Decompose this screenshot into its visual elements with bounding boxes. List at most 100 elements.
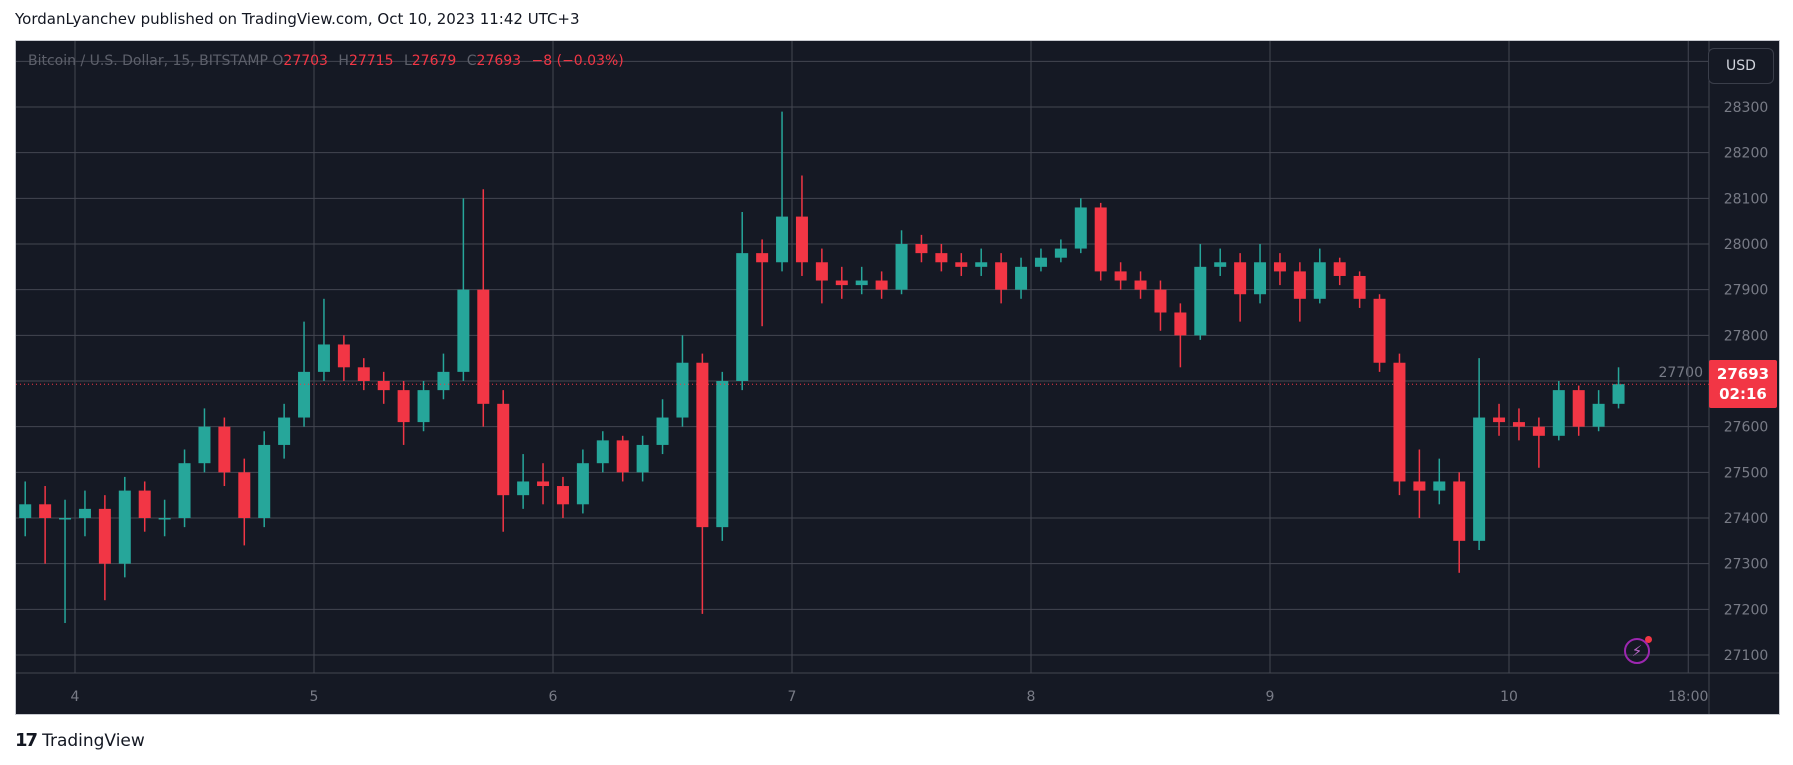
currency-button[interactable]: USD	[1708, 48, 1774, 84]
candle-down	[1512, 422, 1525, 427]
candle-down	[875, 280, 888, 290]
candle-up	[118, 490, 131, 564]
last-price: 27693	[1716, 365, 1770, 384]
candle-up	[78, 508, 91, 518]
candle-down	[696, 362, 709, 528]
candle-down	[1532, 426, 1545, 436]
bar-countdown: 02:16	[1719, 385, 1767, 404]
footer-brand: 17 TradingView	[15, 730, 145, 751]
close-value: 27693	[476, 53, 522, 69]
price-tick-label: 28200	[1724, 146, 1769, 162]
candle-down	[1373, 298, 1386, 363]
candle-down	[138, 490, 151, 518]
candle-down	[357, 367, 370, 381]
candle-down	[756, 253, 769, 263]
candle-down	[1154, 289, 1167, 313]
candle-down	[1572, 390, 1585, 427]
candle-up	[1254, 262, 1267, 295]
candle-down	[477, 289, 490, 404]
candle-down	[218, 426, 231, 473]
candle-up	[855, 280, 868, 286]
candle-down	[537, 481, 550, 487]
symbol-title: Bitcoin / U.S. Dollar, 15, BITSTAMP	[28, 53, 268, 69]
price-tick-label: 27900	[1724, 283, 1769, 299]
candle-down	[955, 262, 968, 267]
candle-down	[39, 504, 52, 518]
candle-up	[19, 504, 32, 518]
candle-up	[895, 244, 908, 290]
candle-down	[616, 440, 629, 473]
high-label: H	[338, 53, 349, 69]
candle-down	[915, 244, 928, 254]
candle-up	[776, 216, 789, 263]
candle-down	[1493, 417, 1506, 423]
candle-up	[437, 371, 450, 391]
chart-canvas[interactable]: 27100 27200 27300 27400 27500 27600 27700 27800…	[16, 41, 1780, 715]
candle-up	[636, 444, 649, 473]
candle-up	[596, 440, 609, 464]
candle-up	[417, 390, 430, 423]
publish-info: YordanLyanchev published on TradingView.…	[15, 10, 580, 28]
time-tick-label: 6	[549, 689, 558, 705]
candle-up	[1592, 403, 1605, 427]
candle-up	[1194, 266, 1207, 336]
candle-down	[1393, 362, 1406, 482]
price-tick-label: 28100	[1724, 191, 1769, 207]
close-label: C	[466, 53, 477, 69]
candlestick-chart[interactable]: 27100 27200 27300 27400 27500 27600 27700 27800…	[15, 40, 1780, 715]
candle-up	[1552, 390, 1565, 436]
candle-down	[1094, 207, 1107, 272]
footer-logo-text: TradingView	[42, 730, 145, 751]
lightning-bolt-icon[interactable]: ⚡	[1624, 636, 1652, 664]
low-value: 27679	[411, 53, 457, 69]
candle-up	[1473, 417, 1486, 541]
open-label: O	[272, 53, 284, 69]
candle-down	[795, 216, 808, 263]
candle-up	[1214, 262, 1227, 267]
candle-down	[337, 344, 350, 368]
candle-up	[1313, 262, 1326, 299]
candle-down	[98, 508, 111, 564]
time-tick-label: 4	[71, 689, 80, 705]
price-tick-label: 27600	[1724, 420, 1769, 436]
candle-up	[576, 463, 589, 505]
candle-up	[1612, 384, 1625, 404]
price-tick-label: 27400	[1724, 511, 1769, 527]
notification-dot	[1645, 636, 1652, 643]
price-tick-label: 27800	[1724, 328, 1769, 344]
candle-down	[1134, 280, 1147, 290]
price-tick-label: 27700	[1658, 365, 1703, 381]
candle-up	[517, 481, 530, 496]
candle-down	[1114, 271, 1127, 281]
candle-up	[1074, 207, 1087, 249]
candle-up	[317, 344, 330, 372]
time-tick-label: 9	[1266, 689, 1275, 705]
candle-up	[1034, 257, 1047, 267]
candle-down	[1453, 481, 1466, 541]
time-tick-label: 10	[1500, 689, 1518, 705]
candle-up	[457, 289, 470, 372]
candle-up	[656, 417, 669, 445]
candle-up	[59, 518, 72, 520]
candle-up	[676, 362, 689, 418]
price-tick-label: 28000	[1724, 237, 1769, 253]
candle-up	[736, 253, 749, 381]
candle-up	[278, 417, 291, 445]
candle-down	[1174, 312, 1187, 336]
low-label: L	[403, 53, 412, 69]
time-tick-label: 5	[310, 689, 319, 705]
candle-up	[198, 426, 211, 464]
candle-up	[258, 444, 271, 518]
price-tick-label: 28300	[1724, 100, 1769, 116]
candle-up	[1015, 266, 1028, 290]
candle-down	[377, 381, 390, 391]
candle-up	[716, 381, 729, 528]
candle-down	[1234, 262, 1247, 295]
open-value: 27703	[283, 53, 328, 69]
high-value: 27715	[348, 53, 394, 69]
candle-down	[556, 486, 569, 505]
candle-down	[995, 262, 1008, 290]
price-tick-label: 27500	[1724, 465, 1769, 481]
price-tick-label: 27200	[1724, 602, 1769, 618]
candle-up	[178, 463, 191, 518]
